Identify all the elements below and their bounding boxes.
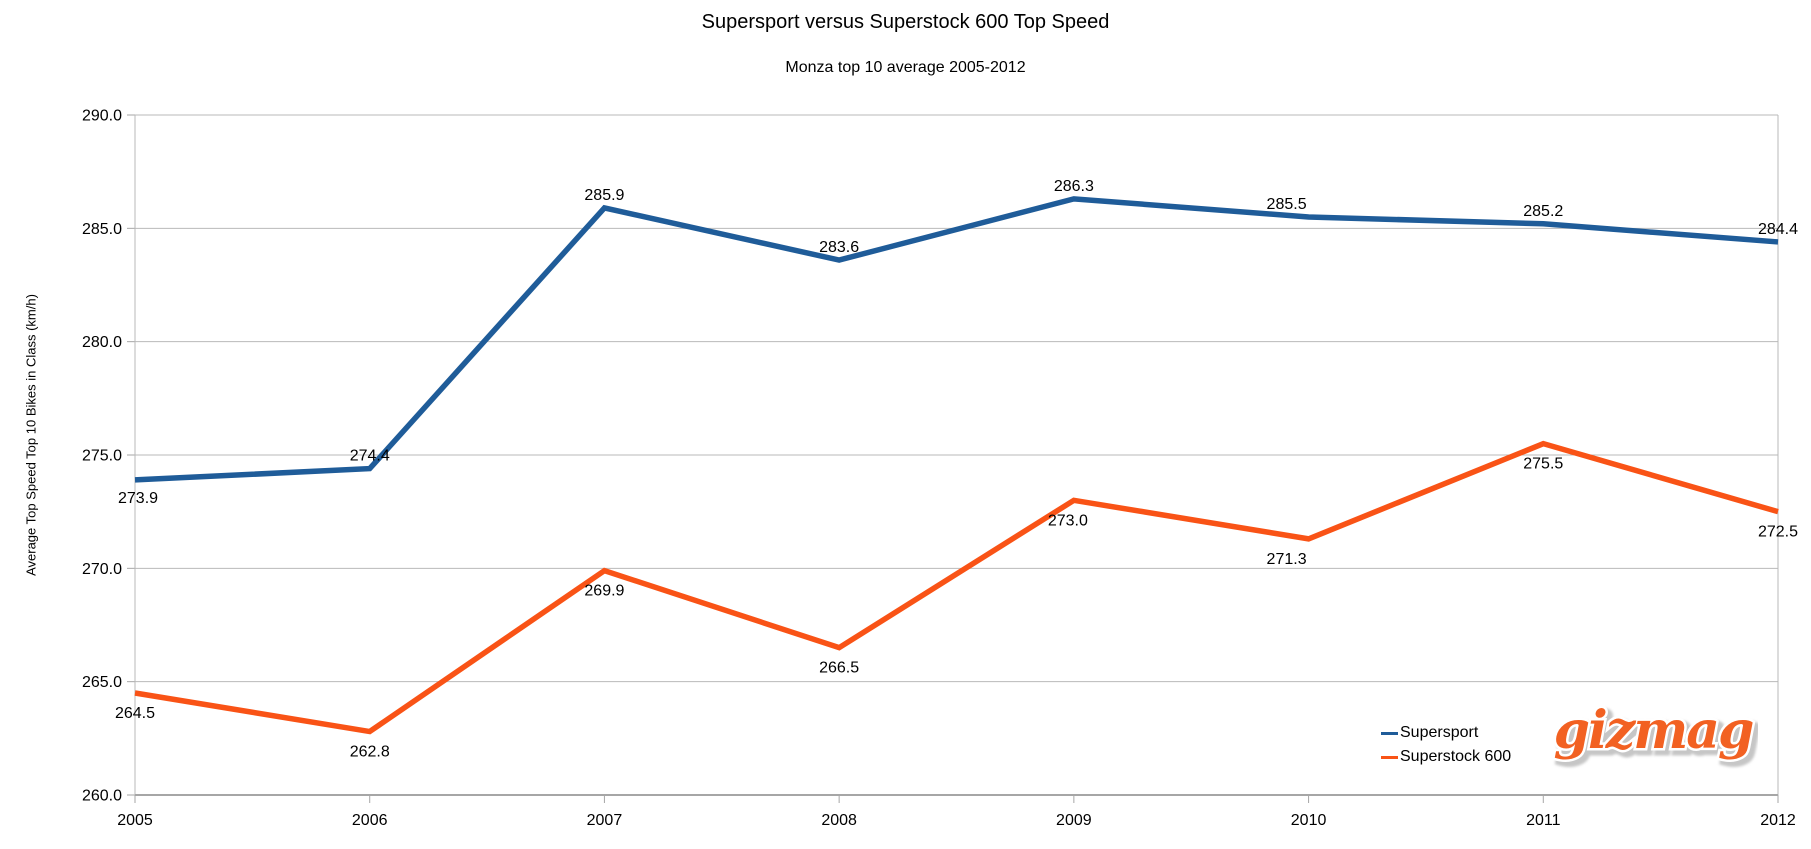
y-tick-label: 275.0 (82, 448, 122, 465)
legend-item-superstock-600: Superstock 600 (1381, 745, 1511, 769)
gizmag-logo: gizmag gizmag (1548, 688, 1762, 785)
data-label: 285.2 (1523, 203, 1563, 220)
data-label: 262.8 (350, 744, 390, 761)
legend-swatch-superstock-600-icon (1381, 755, 1398, 759)
x-tick-label: 2011 (1526, 812, 1561, 829)
y-tick-label: 265.0 (82, 674, 122, 691)
legend-item-supersport: Supersport (1381, 721, 1511, 745)
series-line-superstock-600 (134, 440, 1779, 735)
chart-subtitle: Monza top 10 average 2005-2012 (785, 59, 1026, 76)
data-label: 273.0 (1048, 512, 1088, 529)
data-label: 271.3 (1267, 551, 1307, 568)
x-tick-label: 2009 (1056, 812, 1092, 829)
x-tick-label: 2008 (821, 812, 857, 829)
series-line-supersport (134, 196, 1779, 483)
data-label: 264.5 (115, 705, 155, 722)
data-label: 272.5 (1758, 524, 1798, 541)
x-tick-label: 2005 (117, 812, 153, 829)
y-tick-label: 280.0 (82, 334, 122, 351)
y-tick-label: 270.0 (82, 561, 122, 578)
legend-label-superstock-600: Superstock 600 (1400, 748, 1512, 765)
data-label: 285.9 (584, 187, 624, 204)
data-label: 275.5 (1523, 456, 1563, 473)
chart-title: Supersport versus Superstock 600 Top Spe… (701, 11, 1110, 33)
data-label: 274.4 (350, 448, 390, 465)
legend-label-supersport: Supersport (1400, 724, 1479, 741)
data-label: 284.4 (1758, 221, 1798, 238)
legend-swatch-supersport-icon (1381, 731, 1398, 735)
data-label: 286.3 (1054, 178, 1094, 195)
x-tick-label: 2010 (1291, 812, 1327, 829)
y-tick-label: 260.0 (82, 788, 122, 805)
data-label: 266.5 (819, 660, 859, 677)
gizmag-logo-text: gizmag (1554, 700, 1753, 761)
x-tick-label: 2007 (587, 812, 623, 829)
y-tick-label: 285.0 (82, 221, 122, 238)
x-tick-label: 2012 (1760, 812, 1796, 829)
data-label: 283.6 (819, 239, 859, 256)
gizmag-logo-shadow: gizmag (1558, 704, 1757, 765)
y-tick-label: 290.0 (82, 108, 122, 125)
data-label: 269.9 (584, 583, 624, 600)
data-label: 273.9 (118, 490, 158, 507)
legend: Supersport Superstock 600 (1381, 721, 1511, 769)
gizmag-logo-svg: gizmag gizmag (1551, 698, 1762, 769)
data-label: 285.5 (1267, 196, 1307, 213)
x-tick-label: 2006 (352, 812, 388, 829)
